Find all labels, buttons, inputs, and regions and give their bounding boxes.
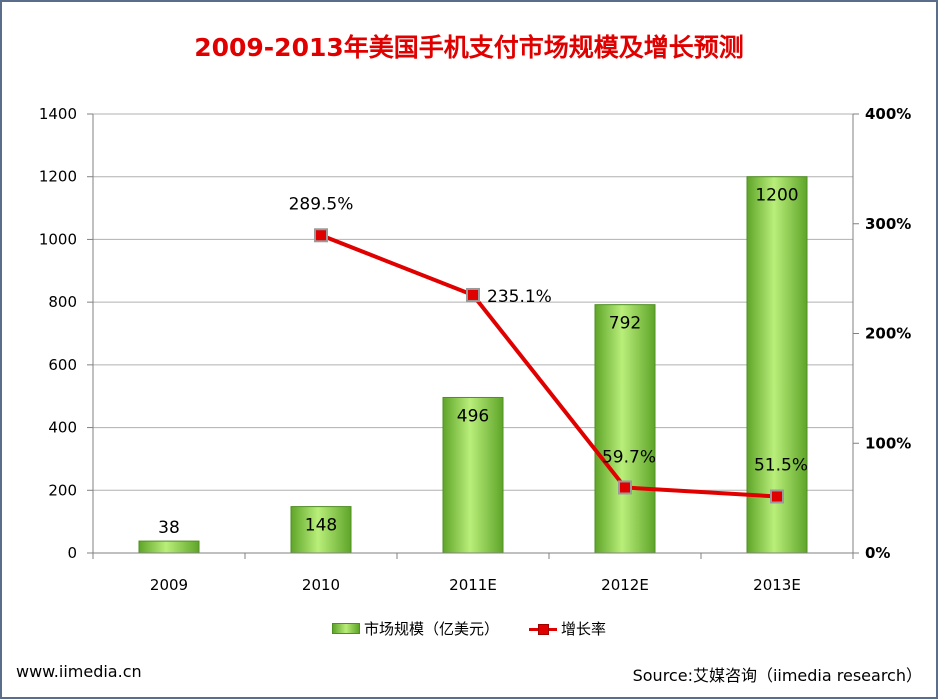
y-left-tick-label: 200	[48, 481, 77, 499]
y-left-tick-label: 600	[48, 356, 77, 374]
y-left-tick-label: 800	[48, 293, 77, 311]
legend-label-growth-rate: 增长率	[561, 620, 607, 638]
line-data-label: 235.1%	[487, 287, 552, 307]
footer-website: www.iimedia.cn	[16, 662, 142, 681]
legend-line-swatch	[529, 623, 557, 635]
legend-item-market-size: 市场规模（亿美元）	[331, 618, 499, 639]
bar-data-label: 792	[609, 314, 641, 334]
legend-label-market-size: 市场规模（亿美元）	[363, 620, 499, 638]
y-left-tick-label: 1400	[39, 105, 77, 123]
y-right-tick-label: 200%	[865, 325, 911, 343]
line-data-label: 289.5%	[289, 194, 354, 214]
bar-data-label: 148	[305, 516, 337, 536]
growth-rate-point	[770, 489, 784, 504]
growth-rate-point	[618, 480, 632, 495]
y-right-tick-label: 400%	[865, 105, 911, 123]
chart-title: 2009-2013年美国手机支付市场规模及增长预测	[194, 33, 744, 62]
y-left-tick-label: 1000	[39, 230, 77, 248]
line-data-label: 51.5%	[754, 455, 808, 475]
legend-bar-swatch	[331, 623, 360, 634]
y-left-tick-label: 1200	[39, 168, 77, 186]
x-tick-label: 2009	[150, 576, 188, 594]
y-left-tick-label: 400	[48, 419, 77, 437]
x-tick-label: 2011E	[449, 576, 497, 594]
line-data-label: 59.7%	[602, 447, 656, 467]
footer-source: Source:艾媒咨询（iimedia research）	[632, 666, 922, 685]
growth-rate-point	[466, 287, 480, 302]
growth-rate-line	[320, 233, 778, 499]
y-right-tick-label: 100%	[865, 434, 911, 452]
bar	[594, 304, 656, 554]
growth-rate-point	[314, 228, 328, 243]
y-right-tick-label: 0%	[865, 544, 890, 562]
bar-data-label: 496	[457, 406, 489, 426]
x-tick-label: 2012E	[601, 576, 649, 594]
x-tick-label: 2013E	[753, 576, 801, 594]
chart-legend: 市场规模（亿美元） 增长率	[0, 618, 938, 639]
bar	[290, 506, 352, 554]
bar-data-label: 1200	[755, 186, 798, 206]
x-tick-label: 2010	[302, 576, 340, 594]
legend-item-growth-rate: 增长率	[529, 618, 606, 639]
y-left-tick-label: 0	[67, 544, 77, 562]
bar-data-label: 38	[158, 518, 180, 538]
y-right-tick-label: 300%	[865, 215, 911, 233]
bar	[138, 540, 200, 554]
